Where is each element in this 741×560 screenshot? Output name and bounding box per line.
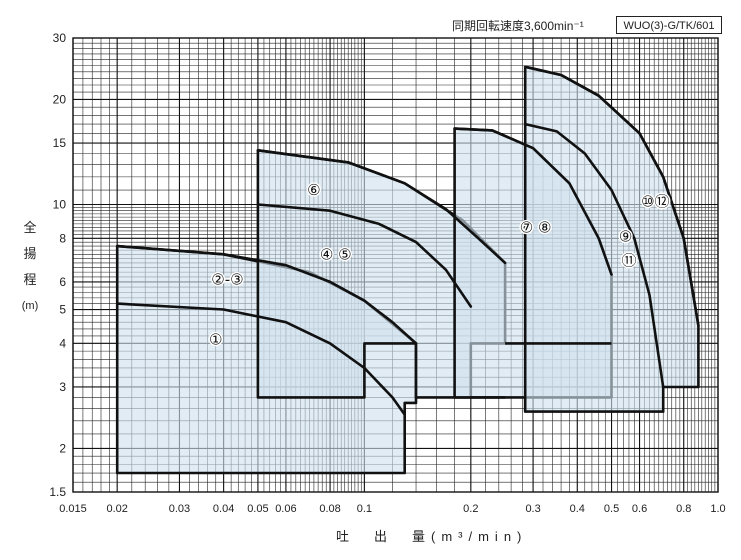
y-tick-label: 20 <box>53 92 67 106</box>
x-tick-label: 0.06 <box>275 503 296 515</box>
y-tick-label: 2 <box>59 441 66 455</box>
x-tick-label: 0.4 <box>570 503 585 515</box>
y-tick-label: 15 <box>53 136 67 150</box>
performance-curve <box>115 302 406 416</box>
x-tick-label: 0.05 <box>247 503 268 515</box>
y-axis-label-char: 全 <box>23 220 37 235</box>
y-axis-label-char: 程 <box>23 272 37 287</box>
model-annotation: ① <box>209 331 222 349</box>
x-tick-label: 0.04 <box>213 503 234 515</box>
performance-curve <box>523 122 665 389</box>
x-tick-label: 0.5 <box>604 503 619 515</box>
x-tick-label: 0.015 <box>59 503 87 515</box>
y-tick-label: 8 <box>59 231 66 245</box>
model-annotation: ⑦ ⑧ <box>520 218 552 236</box>
plot-frame <box>72 37 719 493</box>
performance-curve <box>523 65 700 327</box>
y-tick-label: 1.5 <box>49 485 66 499</box>
y-axis-label: 全 揚 程 (m) <box>18 215 42 319</box>
model-annotation: ⑪ <box>621 252 636 270</box>
y-tick-label: 30 <box>53 31 67 45</box>
model-label: WUO(3)-G/TK/601 <box>616 16 722 34</box>
model-annotation: ⑥ <box>307 181 320 199</box>
y-tick-label: 5 <box>59 303 66 317</box>
x-tick-label: 0.8 <box>676 503 691 515</box>
model-annotation: ④ ⑤ <box>320 245 352 263</box>
x-tick-label: 0.02 <box>106 503 127 515</box>
speed-label: 同期回転速度3,600min⁻¹ <box>452 19 584 33</box>
performance-curve <box>453 127 613 276</box>
y-tick-label: 3 <box>59 380 66 394</box>
x-tick-label: 0.2 <box>463 503 478 515</box>
performance-curve <box>256 203 473 308</box>
x-tick-label: 0.6 <box>632 503 647 515</box>
y-tick-label: 10 <box>53 197 67 211</box>
y-tick-label: 4 <box>59 336 66 350</box>
model-annotation: ⑩⑫ <box>641 192 669 210</box>
model-annotation: ⑨ <box>619 227 632 245</box>
model-annotation: ②-③ <box>211 270 243 288</box>
y-axis-label-char: (m) <box>21 300 39 312</box>
x-tick-label: 0.08 <box>319 503 340 515</box>
x-tick-label: 0.03 <box>169 503 190 515</box>
x-axis-label: 吐 出 量(m³/min) <box>336 529 528 544</box>
x-tick-label: 1.0 <box>710 503 725 515</box>
performance-curve <box>256 149 507 265</box>
x-tick-label: 0.3 <box>525 503 540 515</box>
y-axis-label-char: 揚 <box>23 246 37 261</box>
performance-curve <box>115 244 418 345</box>
operating-region <box>523 65 700 413</box>
x-tick-label: 0.1 <box>357 503 372 515</box>
y-tick-label: 6 <box>59 275 66 289</box>
